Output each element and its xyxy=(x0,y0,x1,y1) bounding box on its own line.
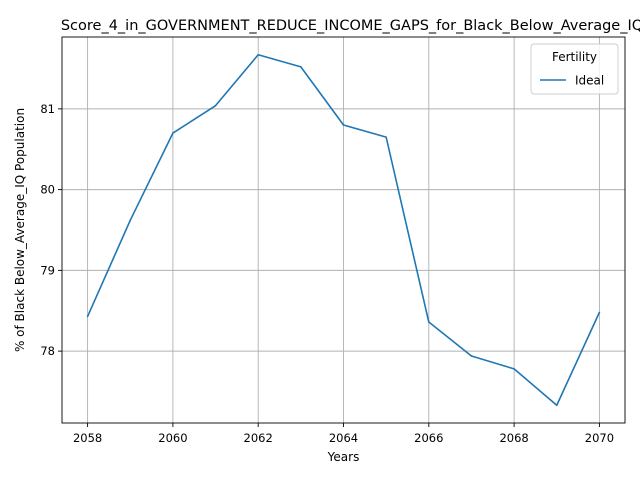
grid xyxy=(62,37,625,423)
x-tick-label: 2064 xyxy=(329,431,358,445)
data-point xyxy=(342,124,345,126)
data-point xyxy=(129,219,132,222)
data-point xyxy=(86,315,89,318)
x-tick-label: 2062 xyxy=(244,431,273,445)
legend-title: Fertility xyxy=(552,50,597,64)
data-point xyxy=(172,132,174,134)
x-tick-label: 2068 xyxy=(499,431,528,445)
data-point xyxy=(385,136,387,138)
x-tick-label: 2060 xyxy=(158,431,187,445)
series-lines xyxy=(86,53,601,407)
y-axis-label: % of Black Below_Average_IQ Population xyxy=(13,108,27,352)
data-point xyxy=(513,368,515,370)
y-tick-label: 80 xyxy=(40,183,55,197)
legend-box xyxy=(530,43,619,95)
x-axis-label: Years xyxy=(327,450,360,464)
y-tick-label: 78 xyxy=(40,344,55,358)
data-point xyxy=(300,66,302,68)
data-point xyxy=(555,404,558,407)
data-point xyxy=(214,104,217,107)
data-point xyxy=(428,321,430,323)
y-tick-label: 79 xyxy=(40,263,55,277)
y-tick-label: 81 xyxy=(40,102,55,116)
data-point xyxy=(470,355,473,357)
legend-label-ideal: Ideal xyxy=(575,74,604,88)
ticks: 2058 2060 2062 2064 2066 2068 2070 78 79 80 81 xyxy=(40,102,614,445)
data-point xyxy=(257,53,259,56)
x-tick-label: 2058 xyxy=(73,431,102,445)
x-tick-label: 2066 xyxy=(414,431,443,445)
data-point xyxy=(598,311,601,314)
legend: Fertility Ideal xyxy=(530,43,619,95)
chart-title: Score_4_in_GOVERNMENT_REDUCE_INCOME_GAPS… xyxy=(61,18,640,34)
x-tick-label: 2070 xyxy=(585,431,614,445)
